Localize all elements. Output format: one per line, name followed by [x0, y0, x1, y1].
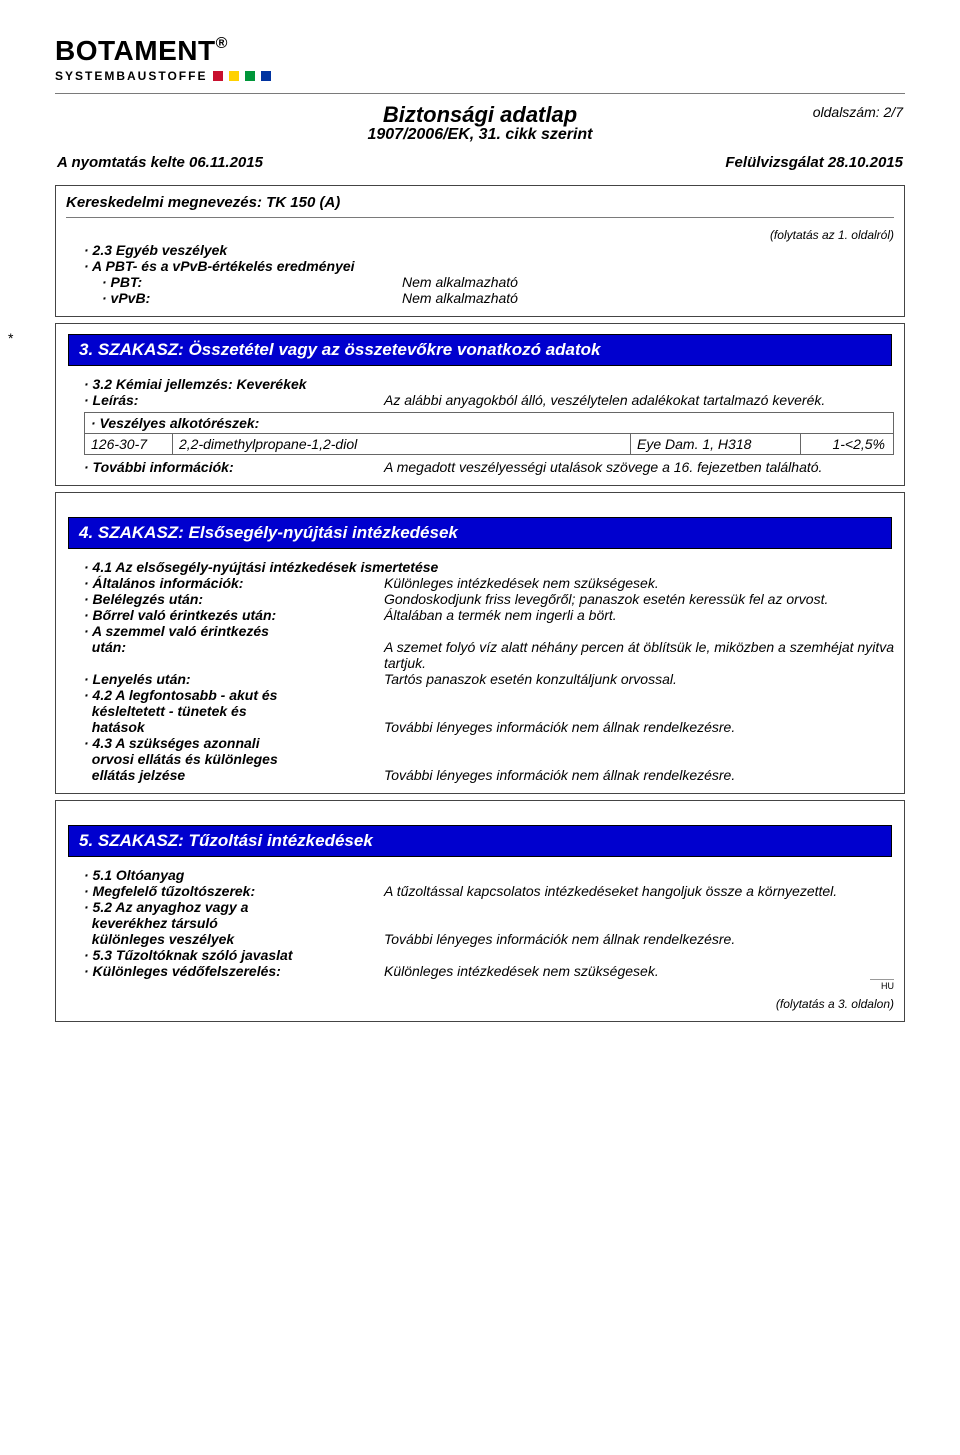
inhalation-value: Gondoskodjunk friss levegőről; panaszok …: [384, 591, 894, 607]
skin-value: Általában a termék nem ingerli a bört.: [384, 607, 894, 623]
section-3-heading: 3. SZAKASZ: Összetétel vagy az összetevő…: [68, 334, 892, 366]
vpvb-label: · vPvB:: [102, 290, 402, 306]
cas-number: 126-30-7: [85, 434, 173, 454]
section-2-box: Kereskedelmi megnevezés: TK 150 (A) (fol…: [55, 185, 905, 317]
pbt-row: · PBT: Nem alkalmazható: [66, 274, 894, 290]
eye-value: A szemet folyó víz alatt néhány percen á…: [384, 639, 894, 671]
general-info-row: · Általános információk: Különleges inté…: [66, 575, 894, 591]
revision-date: Felülvizsgálat 28.10.2015: [725, 154, 903, 171]
pbt-heading: · A PBT- és a vPvB-értékelés eredményei: [66, 258, 894, 274]
medical-value: További lényeges információk nem állnak …: [384, 767, 894, 783]
advice-firefighters-heading: · 5.3 Tűzoltóknak szóló javaslat: [66, 947, 894, 963]
eye-label-line1: · A szemmel való érintkezés: [66, 623, 894, 639]
section-3-box: 3. SZAKASZ: Összetétel vagy az összetevő…: [55, 323, 905, 486]
chem-characterization: · 3.2 Kémiai jellemzés: Keverékek: [66, 376, 894, 392]
additional-info-row: · További információk: A megadott veszél…: [66, 459, 894, 475]
medical-line1: · 4.3 A szükséges azonnali: [66, 735, 894, 751]
section-4-heading: 4. SZAKASZ: Elsősegély-nyújtási intézked…: [68, 517, 892, 549]
ingestion-row: · Lenyelés után: Tartós panaszok esetén …: [66, 671, 894, 687]
extinguishers-row: · Megfelelő tűzoltószerek: A tűzoltással…: [66, 883, 894, 899]
color-square-blue: [261, 71, 271, 81]
hazardous-components: · Veszélyes alkotórészek: 126-30-7 2,2-d…: [66, 412, 894, 455]
eye-label-line2: után:: [84, 639, 384, 671]
divider: [66, 217, 894, 218]
extinguishers-label: · Megfelelő tűzoltószerek:: [84, 883, 384, 899]
symptoms-line2: késleltetett - tünetek és: [66, 703, 894, 719]
extinguishers-value: A tűzoltással kapcsolatos intézkedéseket…: [384, 883, 894, 899]
divider: [55, 93, 905, 94]
doc-title-block: Biztonsági adatlap 1907/2006/EK, 31. cik…: [55, 102, 905, 144]
vpvb-row: · vPvB: Nem alkalmazható: [66, 290, 894, 306]
general-info-label: · Általános információk:: [84, 575, 384, 591]
components-header: · Veszélyes alkotórészek:: [85, 413, 893, 434]
color-square-red: [213, 71, 223, 81]
protective-equipment-row: · Különleges védőfelszerelés: Különleges…: [66, 963, 894, 979]
description-row: · Leírás: Az alábbi anyagokból álló, ves…: [66, 392, 894, 408]
medical-label: ellátás jelzése: [84, 767, 384, 783]
brand-subtitle: SYSTEMBAUSTOFFE: [55, 69, 905, 83]
continuation-from: (folytatás az 1. oldalról): [66, 228, 894, 242]
eye-row: után: A szemet folyó víz alatt néhány pe…: [66, 639, 894, 671]
special-hazards-line2: keverékhez társuló: [66, 915, 894, 931]
medical-row: ellátás jelzése További lényeges informá…: [66, 767, 894, 783]
component-row: 126-30-7 2,2-dimethylpropane-1,2-diol Ey…: [85, 434, 893, 454]
brand-logo: BOTAMENT® SYSTEMBAUSTOFFE: [55, 35, 905, 83]
vpvb-value: Nem alkalmazható: [402, 290, 894, 306]
symptoms-label: hatások: [84, 719, 384, 735]
special-hazards-label: különleges veszélyek: [84, 931, 384, 947]
ingestion-value: Tartós panaszok esetén konzultáljunk orv…: [384, 671, 894, 687]
extinguishing-heading: · 5.1 Oltóanyag: [66, 867, 894, 883]
trade-name: Kereskedelmi megnevezés: TK 150 (A): [66, 194, 894, 211]
additional-info-value: A megadott veszélyességi utalások szöveg…: [384, 459, 894, 475]
description-label: · Leírás:: [84, 392, 384, 408]
protective-equipment-label: · Különleges védőfelszerelés:: [84, 963, 384, 979]
special-hazards-value: További lényeges információk nem állnak …: [384, 931, 894, 947]
date-row: A nyomtatás kelte 06.11.2015 Felülvizsgá…: [55, 154, 905, 171]
color-square-yellow: [229, 71, 239, 81]
symptoms-row: hatások További lényeges információk nem…: [66, 719, 894, 735]
inhalation-row: · Belélegzés után: Gondoskodjunk friss l…: [66, 591, 894, 607]
color-square-green: [245, 71, 255, 81]
skin-label: · Bőrrel való érintkezés után:: [84, 607, 384, 623]
inhalation-label: · Belélegzés után:: [84, 591, 384, 607]
pbt-value: Nem alkalmazható: [402, 274, 894, 290]
additional-info-label: · További információk:: [84, 459, 384, 475]
print-date: A nyomtatás kelte 06.11.2015: [57, 154, 263, 171]
component-table: · Veszélyes alkotórészek: 126-30-7 2,2-d…: [84, 412, 894, 455]
symptoms-value: További lényeges információk nem állnak …: [384, 719, 894, 735]
description-value: Az alábbi anyagokból álló, veszélytelen …: [384, 392, 894, 408]
special-hazards-line1: · 5.2 Az anyaghoz vagy a: [66, 899, 894, 915]
general-info-value: Különleges intézkedések nem szükségesek.: [384, 575, 894, 591]
section-5-box: 5. SZAKASZ: Tűzoltási intézkedések · 5.1…: [55, 800, 905, 1022]
special-hazards-row: különleges veszélyek További lényeges in…: [66, 931, 894, 947]
skin-row: · Bőrrel való érintkezés után: Általában…: [66, 607, 894, 623]
medical-line2: orvosi ellátás és különleges: [66, 751, 894, 767]
hazard-class: Eye Dam. 1, H318: [631, 434, 801, 454]
section-4-box: 4. SZAKASZ: Elsősegély-nyújtási intézked…: [55, 492, 905, 794]
other-hazards-heading: · 2.3 Egyéb veszélyek: [66, 242, 894, 258]
section-5-heading: 5. SZAKASZ: Tűzoltási intézkedések: [68, 825, 892, 857]
country-code: HU: [870, 979, 894, 991]
doc-subtitle: 1907/2006/EK, 31. cikk szerint: [55, 126, 905, 144]
ingestion-label: · Lenyelés után:: [84, 671, 384, 687]
pbt-label: · PBT:: [102, 274, 402, 290]
protective-equipment-value: Különleges intézkedések nem szükségesek.: [384, 963, 894, 979]
first-aid-description-heading: · 4.1 Az elsősegély-nyújtási intézkedése…: [66, 559, 894, 575]
concentration: 1-<2,5%: [801, 434, 893, 454]
continuation-to: (folytatás a 3. oldalon): [66, 997, 894, 1011]
symptoms-line1: · 4.2 A legfontosabb - akut és: [66, 687, 894, 703]
substance-name: 2,2-dimethylpropane-1,2-diol: [173, 434, 631, 454]
doc-title: Biztonsági adatlap: [55, 102, 905, 128]
brand-name: BOTAMENT®: [55, 35, 905, 67]
